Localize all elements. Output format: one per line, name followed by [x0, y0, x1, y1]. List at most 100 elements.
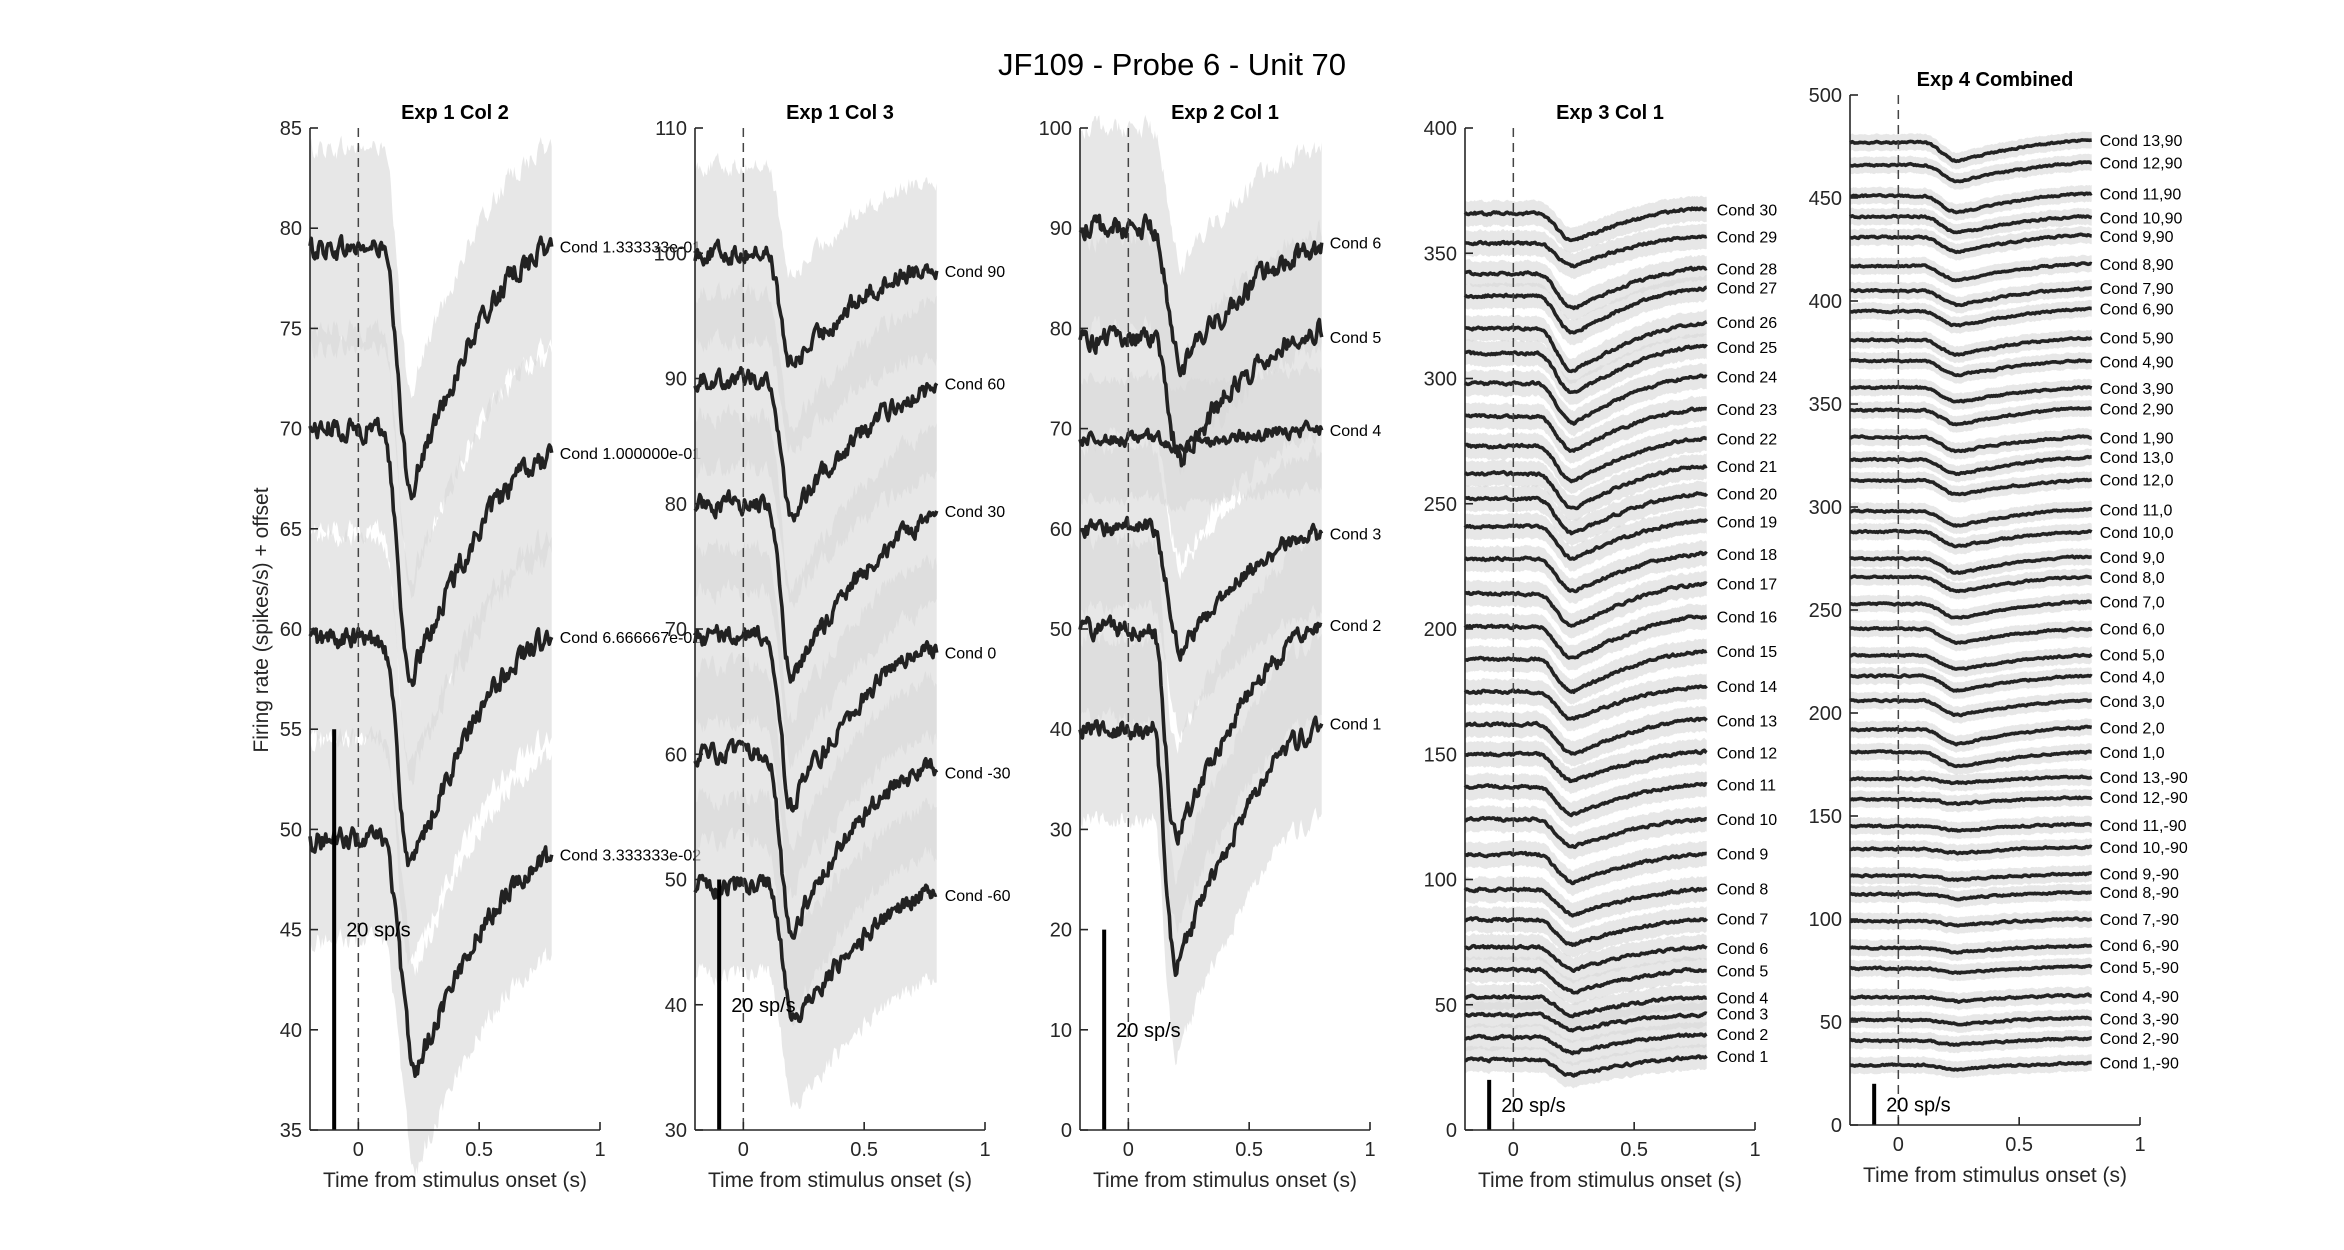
condition-label: Cond 6	[1330, 236, 1382, 253]
trace-cond-10-90	[1849, 213, 2093, 235]
error-band-cond-9-0	[1850, 547, 2092, 582]
y-tick-label: 60	[1050, 519, 1072, 541]
condition-label: Cond 1.000000e-01	[560, 446, 702, 463]
scale-bar-label: 20 sp/s	[1501, 1095, 1565, 1117]
condition-label: Cond 24	[1717, 370, 1778, 387]
condition-label: Cond 5,90	[2100, 331, 2174, 348]
y-tick-label: 40	[280, 1020, 302, 1042]
trace-cond-5-90	[1849, 963, 2093, 975]
condition-label: Cond 3	[1330, 527, 1382, 544]
trace-cond-9	[1464, 850, 1708, 886]
error-band-cond-6-90	[1850, 299, 2092, 334]
trace-cond-1-0	[1849, 749, 2093, 769]
condition-label: Cond 3,-90	[2100, 1012, 2179, 1029]
trace-cond-8	[1463, 886, 1708, 918]
y-tick-label: 85	[280, 118, 302, 140]
trace-cond-29	[1464, 234, 1708, 269]
error-band-cond-17	[1465, 570, 1707, 639]
y-tick-label: 35	[280, 1120, 302, 1142]
y-tick-label: 0	[1831, 1115, 1842, 1137]
y-tick-label: 100	[1424, 870, 1457, 892]
traces	[308, 234, 554, 1078]
trace-cond-12-90	[1849, 795, 2093, 807]
y-tick-label: 250	[1809, 600, 1842, 622]
trace-cond-4-0	[1849, 673, 2093, 693]
condition-label: Cond 1,90	[2100, 431, 2174, 448]
trace-cond-5-90	[1849, 335, 2093, 357]
x-tick-label: 1	[979, 1139, 990, 1161]
x-axis-label: Time from stimulus onset (s)	[1093, 1169, 1357, 1192]
trace-cond-6-90	[1849, 943, 2093, 955]
traces	[693, 238, 939, 1024]
condition-label: Cond 12,0	[2100, 473, 2174, 490]
trace-cond-11-0	[1849, 507, 2093, 528]
condition-label: Cond 1	[1717, 1049, 1769, 1066]
condition-label: Cond 60	[945, 376, 1006, 393]
error-band-cond-2-90	[1850, 1029, 2092, 1054]
trace-cond-11-90	[1849, 821, 2093, 833]
condition-label: Cond 22	[1717, 431, 1778, 448]
y-tick-label: 80	[280, 218, 302, 240]
condition-label: Cond 27	[1717, 280, 1778, 297]
trace-cond-8-90	[1849, 261, 2093, 283]
trace-cond-9-90	[1849, 232, 2093, 255]
trace-cond-27	[1463, 285, 1708, 335]
condition-label: Cond 21	[1717, 459, 1778, 476]
error-band-cond-7-90	[1850, 279, 2092, 314]
condition-label: Cond -60	[945, 888, 1011, 905]
trace-cond-5	[1463, 966, 1708, 995]
error-band-cond-12-90	[1850, 788, 2092, 813]
trace-cond-18	[1464, 550, 1708, 594]
y-tick-label: 0	[1446, 1120, 1457, 1142]
condition-label: Cond 9,0	[2100, 550, 2165, 567]
scale-bar-label: 20 sp/s	[731, 995, 795, 1017]
condition-label: Cond 4,0	[2100, 669, 2165, 686]
x-tick-label: 0	[738, 1139, 749, 1161]
condition-label: Cond 11	[1717, 777, 1776, 794]
condition-label: Cond 3	[1717, 1007, 1769, 1024]
traces	[1849, 138, 2093, 1072]
y-tick-label: 40	[1050, 719, 1072, 741]
x-tick-label: 1	[1364, 1139, 1375, 1161]
error-band-cond-22	[1465, 425, 1707, 494]
error-band-cond-2-0	[1850, 718, 2092, 753]
error-band-cond-25	[1465, 333, 1707, 405]
y-tick-label: 80	[665, 494, 687, 516]
condition-label: Cond 10,-90	[2100, 840, 2188, 857]
condition-label: Cond 2,90	[2100, 402, 2174, 419]
error-band-cond-11-90	[1850, 185, 2092, 221]
condition-label: Cond 30	[1717, 202, 1778, 219]
condition-label: Cond 6.666667e-02	[560, 630, 702, 647]
x-tick-label: 0	[1508, 1139, 1519, 1161]
y-tick-label: 70	[280, 419, 302, 441]
condition-label: Cond 7,0	[2100, 595, 2165, 612]
error-band-cond-4	[1465, 982, 1707, 1030]
condition-label: Cond 5,0	[2100, 648, 2165, 665]
condition-label: Cond 8,-90	[2100, 885, 2179, 902]
x-axis-label: Time from stimulus onset (s)	[708, 1169, 972, 1192]
error-band-cond-16	[1465, 603, 1707, 671]
condition-label: Cond 6,-90	[2100, 938, 2179, 955]
trace-cond-6-0	[1849, 626, 2093, 645]
y-tick-label: 100	[1809, 909, 1842, 931]
condition-label: Cond 11,-90	[2100, 818, 2187, 835]
error-band-cond-9-90	[1850, 864, 2092, 889]
error-band-cond-2	[1465, 1021, 1707, 1067]
trace-cond-30	[693, 489, 939, 684]
y-tick-label: 200	[1809, 703, 1842, 725]
trace-cond-10	[1464, 815, 1708, 850]
trace-cond-3	[1079, 515, 1324, 662]
trace-cond-30	[1463, 206, 1708, 243]
error-band-cond-1	[1080, 627, 1322, 1066]
condition-label: Cond 28	[1717, 261, 1778, 278]
error-band-cond-30	[695, 652, 937, 1026]
condition-label: Cond 3,0	[2100, 694, 2165, 711]
condition-label: Cond 6,90	[2100, 301, 2174, 318]
trace-cond-10-0	[1849, 528, 2093, 549]
condition-label: Cond 1	[1330, 717, 1382, 734]
y-tick-label: 75	[280, 318, 302, 340]
condition-label: Cond 13,90	[2100, 133, 2183, 150]
y-tick-label: 50	[1820, 1012, 1842, 1034]
condition-label: Cond 11,0	[2100, 503, 2173, 520]
trace-cond-8-0	[1849, 574, 2093, 594]
